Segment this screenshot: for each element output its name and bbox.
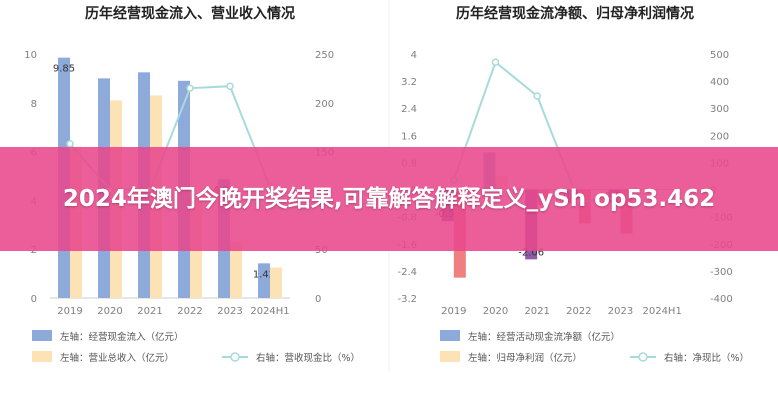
y-right-tick-label: 250 — [315, 50, 334, 61]
y-right-tick-label: 200 — [710, 131, 729, 142]
chart-legend: 左轴：经营活动现金流净额（亿元） 左轴：归母净利润（亿元） 右轴：净现比（%） — [440, 330, 749, 364]
x-tick-label: 2023 — [608, 306, 633, 317]
bar-secondary — [270, 267, 282, 298]
chart-title: 历年经营现金流入、营业收入情况 — [85, 5, 295, 22]
line-point — [533, 92, 541, 100]
legend-swatch — [32, 351, 52, 362]
y-left-tick-label: 8 — [31, 99, 37, 110]
line-point — [491, 58, 500, 66]
x-tick-label: 2021 — [524, 306, 549, 317]
y-left-tick-label: -2.4 — [397, 267, 417, 278]
x-tick-label: 2020 — [483, 306, 508, 317]
x-tick-label: 2022 — [566, 306, 591, 317]
x-tick-label: 2024H1 — [642, 306, 681, 317]
x-tick-label: 2022 — [177, 306, 202, 317]
legend-label: 左轴：经营活动现金流净额（亿元） — [468, 331, 620, 343]
y-right-tick-label: -300 — [710, 267, 733, 278]
line-point — [66, 140, 74, 148]
x-tick-label: 2020 — [97, 306, 122, 317]
data-label: -2.06 — [518, 247, 544, 258]
y-right-tick-label: 200 — [315, 99, 334, 110]
x-tick-label: 2021 — [137, 306, 162, 317]
x-tick-label: 2019 — [441, 306, 466, 317]
bar-primary — [258, 263, 270, 298]
bar-secondary — [230, 241, 242, 298]
y-left-tick-label: 0 — [31, 294, 37, 305]
line-point — [226, 82, 234, 90]
y-right-tick-label: 500 — [710, 50, 729, 61]
chart-legend: 左轴：经营现金流入（亿元） 左轴：营业总收入（亿元） 右轴：营收现金比（%） — [32, 330, 360, 364]
legend-swatch — [440, 330, 460, 341]
y-left-tick-label: 3.2 — [401, 77, 417, 88]
promo-banner[interactable]: 2024年澳门今晚开奖结果,可靠解答解释定义_ySh op53.462 — [0, 147, 778, 251]
x-tick-label: 2019 — [57, 306, 82, 317]
y-left-tick-label: 2.4 — [401, 104, 417, 115]
y-right-tick-label: -400 — [710, 294, 733, 305]
legend-swatch — [32, 330, 52, 341]
y-right-tick-label: 0 — [315, 294, 321, 305]
legend-label: 左轴：营业总收入（亿元） — [60, 352, 174, 364]
promo-banner-text: 2024年澳门今晚开奖结果,可靠解答解释定义_ySh op53.462 — [62, 186, 716, 212]
y-left-tick-label: 10 — [24, 50, 37, 61]
data-label: 9.85 — [53, 64, 75, 75]
legend-marker — [230, 352, 240, 362]
y-right-tick-label: 300 — [710, 104, 729, 115]
legend-label: 右轴：营收现金比（%） — [256, 352, 360, 364]
x-tick-label: 2023 — [217, 306, 242, 317]
y-left-tick-label: 1.6 — [401, 131, 417, 142]
legend-label: 右轴：净现比（%） — [664, 352, 749, 364]
chart-title: 历年经营现金流净额、归母净利润情况 — [456, 5, 694, 22]
data-label: 1.42 — [253, 269, 275, 280]
line-point — [186, 84, 194, 92]
legend-swatch — [440, 351, 460, 362]
y-right-tick-label: 400 — [710, 77, 729, 88]
legend-label: 左轴：经营现金流入（亿元） — [60, 331, 184, 343]
legend-label: 左轴：归母净利润（亿元） — [468, 352, 582, 364]
legend-marker — [638, 352, 648, 362]
y-left-tick-label: -3.2 — [397, 294, 417, 305]
x-tick-label: 2024H1 — [250, 306, 289, 317]
y-left-tick-label: 4 — [411, 50, 417, 61]
